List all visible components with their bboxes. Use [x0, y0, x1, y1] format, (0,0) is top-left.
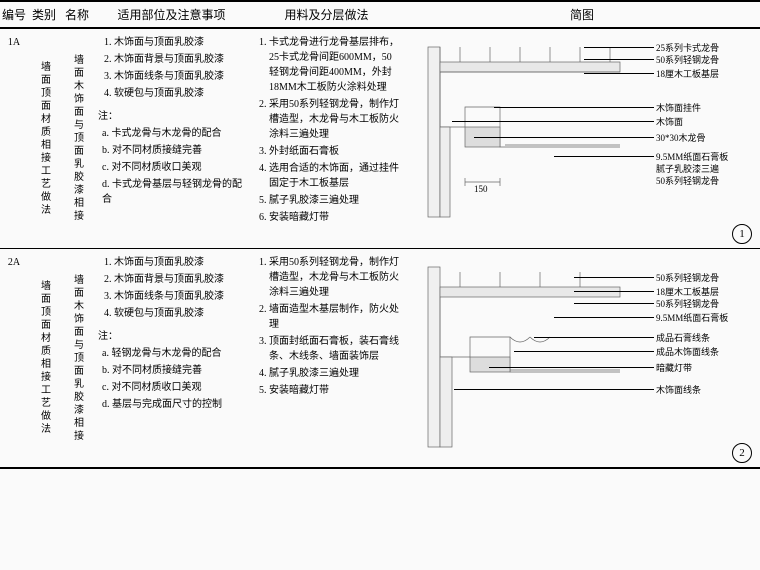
hdr-name: 名称	[60, 0, 94, 29]
scope-item: 木饰面线条与顶面乳胶漆	[114, 69, 245, 84]
diagram-svg	[410, 257, 640, 457]
scope-item: 木饰面与顶面乳胶漆	[114, 35, 245, 50]
dia-label: 木饰面	[656, 116, 683, 130]
row-scope: 木饰面与顶面乳胶漆 木饰面背景与顶面乳胶漆 木饰面线条与顶面乳胶漆 软硬包与顶面…	[94, 249, 249, 469]
material-item: 腻子乳胶漆三遍处理	[269, 366, 400, 381]
dia-label: 50系列轻钢龙骨	[656, 54, 719, 68]
row-name: 墙面木饰面与顶面乳胶漆相接	[60, 249, 94, 469]
note-item: c. 对不同材质收口美观	[102, 160, 245, 175]
note-item: a. 轻钢龙骨与木龙骨的配合	[102, 346, 245, 361]
hdr-scope: 适用部位及注意事项	[94, 0, 249, 29]
row-category: 墙面顶面材质相接工艺做法	[28, 249, 60, 469]
dia-label: 成品石膏线条	[656, 332, 710, 346]
dia-label: 18厘木工板基层	[656, 68, 719, 82]
scope-item: 木饰面线条与顶面乳胶漆	[114, 289, 245, 304]
notes-label: 注：	[98, 109, 245, 124]
row-category: 墙面顶面材质相接工艺做法	[28, 29, 60, 249]
row-diagram: 150 25系列卡式龙骨 50系列轻钢龙骨 18厘木工板基层 木饰面挂件 木饰面…	[404, 29, 760, 249]
materials-list: 卡式龙骨进行龙骨基层排布，25卡式龙骨间距600MM，50轻钢龙骨间距400MM…	[253, 35, 400, 225]
dia-label: 30*30木龙骨	[656, 132, 706, 146]
material-item: 采用50系列轻钢龙骨，制作灯槽造型，木龙骨与木工板防火涂料三遍处理	[269, 255, 400, 300]
scope-item: 木饰面与顶面乳胶漆	[114, 255, 245, 270]
materials-list: 采用50系列轻钢龙骨，制作灯槽造型，木龙骨与木工板防火涂料三遍处理 墙面造型木基…	[253, 255, 400, 398]
hdr-category: 类别	[28, 0, 60, 29]
material-item: 腻子乳胶漆三遍处理	[269, 193, 400, 208]
hdr-materials: 用料及分层做法	[249, 0, 404, 29]
material-item: 墙面造型木基层制作，防火处理	[269, 302, 400, 332]
scope-list: 木饰面与顶面乳胶漆 木饰面背景与顶面乳胶漆 木饰面线条与顶面乳胶漆 软硬包与顶面…	[98, 35, 245, 101]
row-id: 2A	[0, 249, 28, 469]
dia-label: 50系列轻钢龙骨	[656, 298, 719, 312]
spec-table: 编号 类别 名称 适用部位及注意事项 用料及分层做法 简图 1A 墙面顶面材质相…	[0, 0, 760, 469]
note-item: b. 对不同材质接缝完善	[102, 363, 245, 378]
scope-list: 木饰面与顶面乳胶漆 木饰面背景与顶面乳胶漆 木饰面线条与顶面乳胶漆 软硬包与顶面…	[98, 255, 245, 321]
note-item: d. 基层与完成面尺寸的控制	[102, 397, 245, 412]
row-scope: 木饰面与顶面乳胶漆 木饰面背景与顶面乳胶漆 木饰面线条与顶面乳胶漆 软硬包与顶面…	[94, 29, 249, 249]
diagram-badge: 2	[732, 443, 752, 463]
scope-item: 木饰面背景与顶面乳胶漆	[114, 52, 245, 67]
material-item: 外封纸面石膏板	[269, 144, 400, 159]
material-item: 安装暗藏灯带	[269, 210, 400, 225]
dia-label: 50系列轻钢龙骨	[656, 272, 719, 286]
svg-text:150: 150	[474, 184, 488, 194]
note-item: a. 卡式龙骨与木龙骨的配合	[102, 126, 245, 141]
material-item: 卡式龙骨进行龙骨基层排布，25卡式龙骨间距600MM，50轻钢龙骨间距400MM…	[269, 35, 400, 95]
row-id: 1A	[0, 29, 28, 249]
note-item: d. 卡式龙骨基层与轻钢龙骨的配合	[102, 177, 245, 207]
notes-label: 注：	[98, 329, 245, 344]
material-item: 顶面封纸面石膏板，装石膏线条、木线条、墙面装饰层	[269, 334, 400, 364]
scope-item: 软硬包与顶面乳胶漆	[114, 306, 245, 321]
row-materials: 采用50系列轻钢龙骨，制作灯槽造型，木龙骨与木工板防火涂料三遍处理 墙面造型木基…	[249, 249, 404, 469]
diagram-badge: 1	[732, 224, 752, 244]
row-name: 墙面木饰面与顶面乳胶漆相接	[60, 29, 94, 249]
dia-label: 成品木饰面线条	[656, 346, 719, 360]
scope-notes: a. 卡式龙骨与木龙骨的配合 b. 对不同材质接缝完善 c. 对不同材质收口美观…	[98, 126, 245, 207]
note-item: b. 对不同材质接缝完善	[102, 143, 245, 158]
scope-item: 软硬包与顶面乳胶漆	[114, 86, 245, 101]
scope-notes: a. 轻钢龙骨与木龙骨的配合 b. 对不同材质接缝完善 c. 对不同材质收口美观…	[98, 346, 245, 412]
material-item: 安装暗藏灯带	[269, 383, 400, 398]
note-item: c. 对不同材质收口美观	[102, 380, 245, 395]
hdr-diagram: 简图	[404, 0, 760, 29]
dia-label: 9.5MM纸面石膏板	[656, 312, 728, 326]
row-diagram: 50系列轻钢龙骨 18厘木工板基层 50系列轻钢龙骨 9.5MM纸面石膏板 成品…	[404, 249, 760, 469]
material-item: 采用50系列轻钢龙骨，制作灯槽造型，木龙骨与木工板防火涂料三遍处理	[269, 97, 400, 142]
scope-item: 木饰面背景与顶面乳胶漆	[114, 272, 245, 287]
hdr-id: 编号	[0, 0, 28, 29]
dia-label: 暗藏灯带	[656, 362, 692, 376]
row-materials: 卡式龙骨进行龙骨基层排布，25卡式龙骨间距600MM，50轻钢龙骨间距400MM…	[249, 29, 404, 249]
diagram-svg: 150	[410, 37, 640, 227]
material-item: 选用合适的木饰面，通过挂件固定于木工板基层	[269, 161, 400, 191]
dia-label: 50系列轻钢龙骨	[656, 175, 719, 189]
dia-label: 木饰面线条	[656, 384, 701, 398]
dia-label: 木饰面挂件	[656, 102, 701, 116]
